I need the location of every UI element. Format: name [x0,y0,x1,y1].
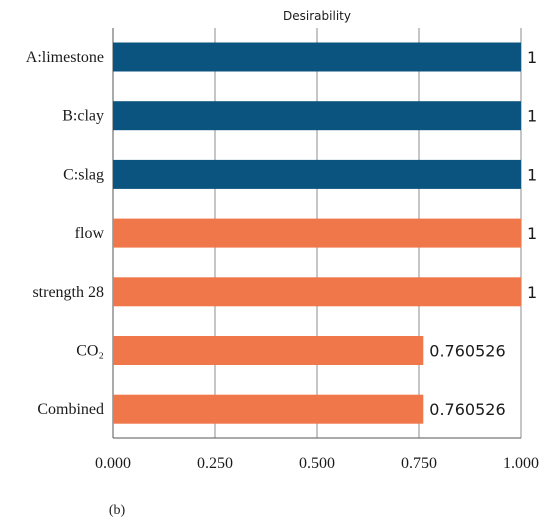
category-label-1: B:clay [62,108,104,125]
category-label-5: CO₂ [76,343,104,360]
chart-title: Desirability [283,9,351,23]
category-label-4: strength 28 [32,284,104,301]
x-tick-labels: 0.000 0.250 0.500 0.750 1.000 [95,455,539,472]
x-tick-label-2: 0.500 [299,455,335,472]
value-label-0: 1 [527,48,537,67]
bar-6 [113,394,424,424]
value-label-5: 0.760526 [429,342,505,361]
value-labels: 1 1 1 1 1 0.760526 0.760526 [429,48,537,419]
x-tick-label-1: 0.250 [197,455,233,472]
category-label-2: C:slag [63,166,104,183]
value-label-6: 0.760526 [429,400,505,419]
bar-2 [113,159,521,189]
bar-3 [113,218,521,248]
x-tick-label-4: 1.000 [503,455,539,472]
x-tick-label-3: 0.750 [401,455,437,472]
value-label-4: 1 [527,283,537,302]
category-label-6: Combined [37,401,104,418]
bar-1 [113,101,521,131]
value-label-1: 1 [527,107,537,126]
bar-5 [113,336,424,365]
category-labels: A:limestone B:clay C:slag flow strength 28 CO… [26,49,105,418]
value-label-3: 1 [527,224,537,243]
bar-0 [113,42,521,72]
bars [113,42,521,424]
bar-4 [113,277,521,307]
value-label-2: 1 [527,165,537,184]
category-label-0: A:limestone [26,49,104,66]
category-label-3: flow [75,225,105,242]
figure-caption: (b) [109,503,126,518]
x-tick-label-0: 0.000 [95,455,131,472]
